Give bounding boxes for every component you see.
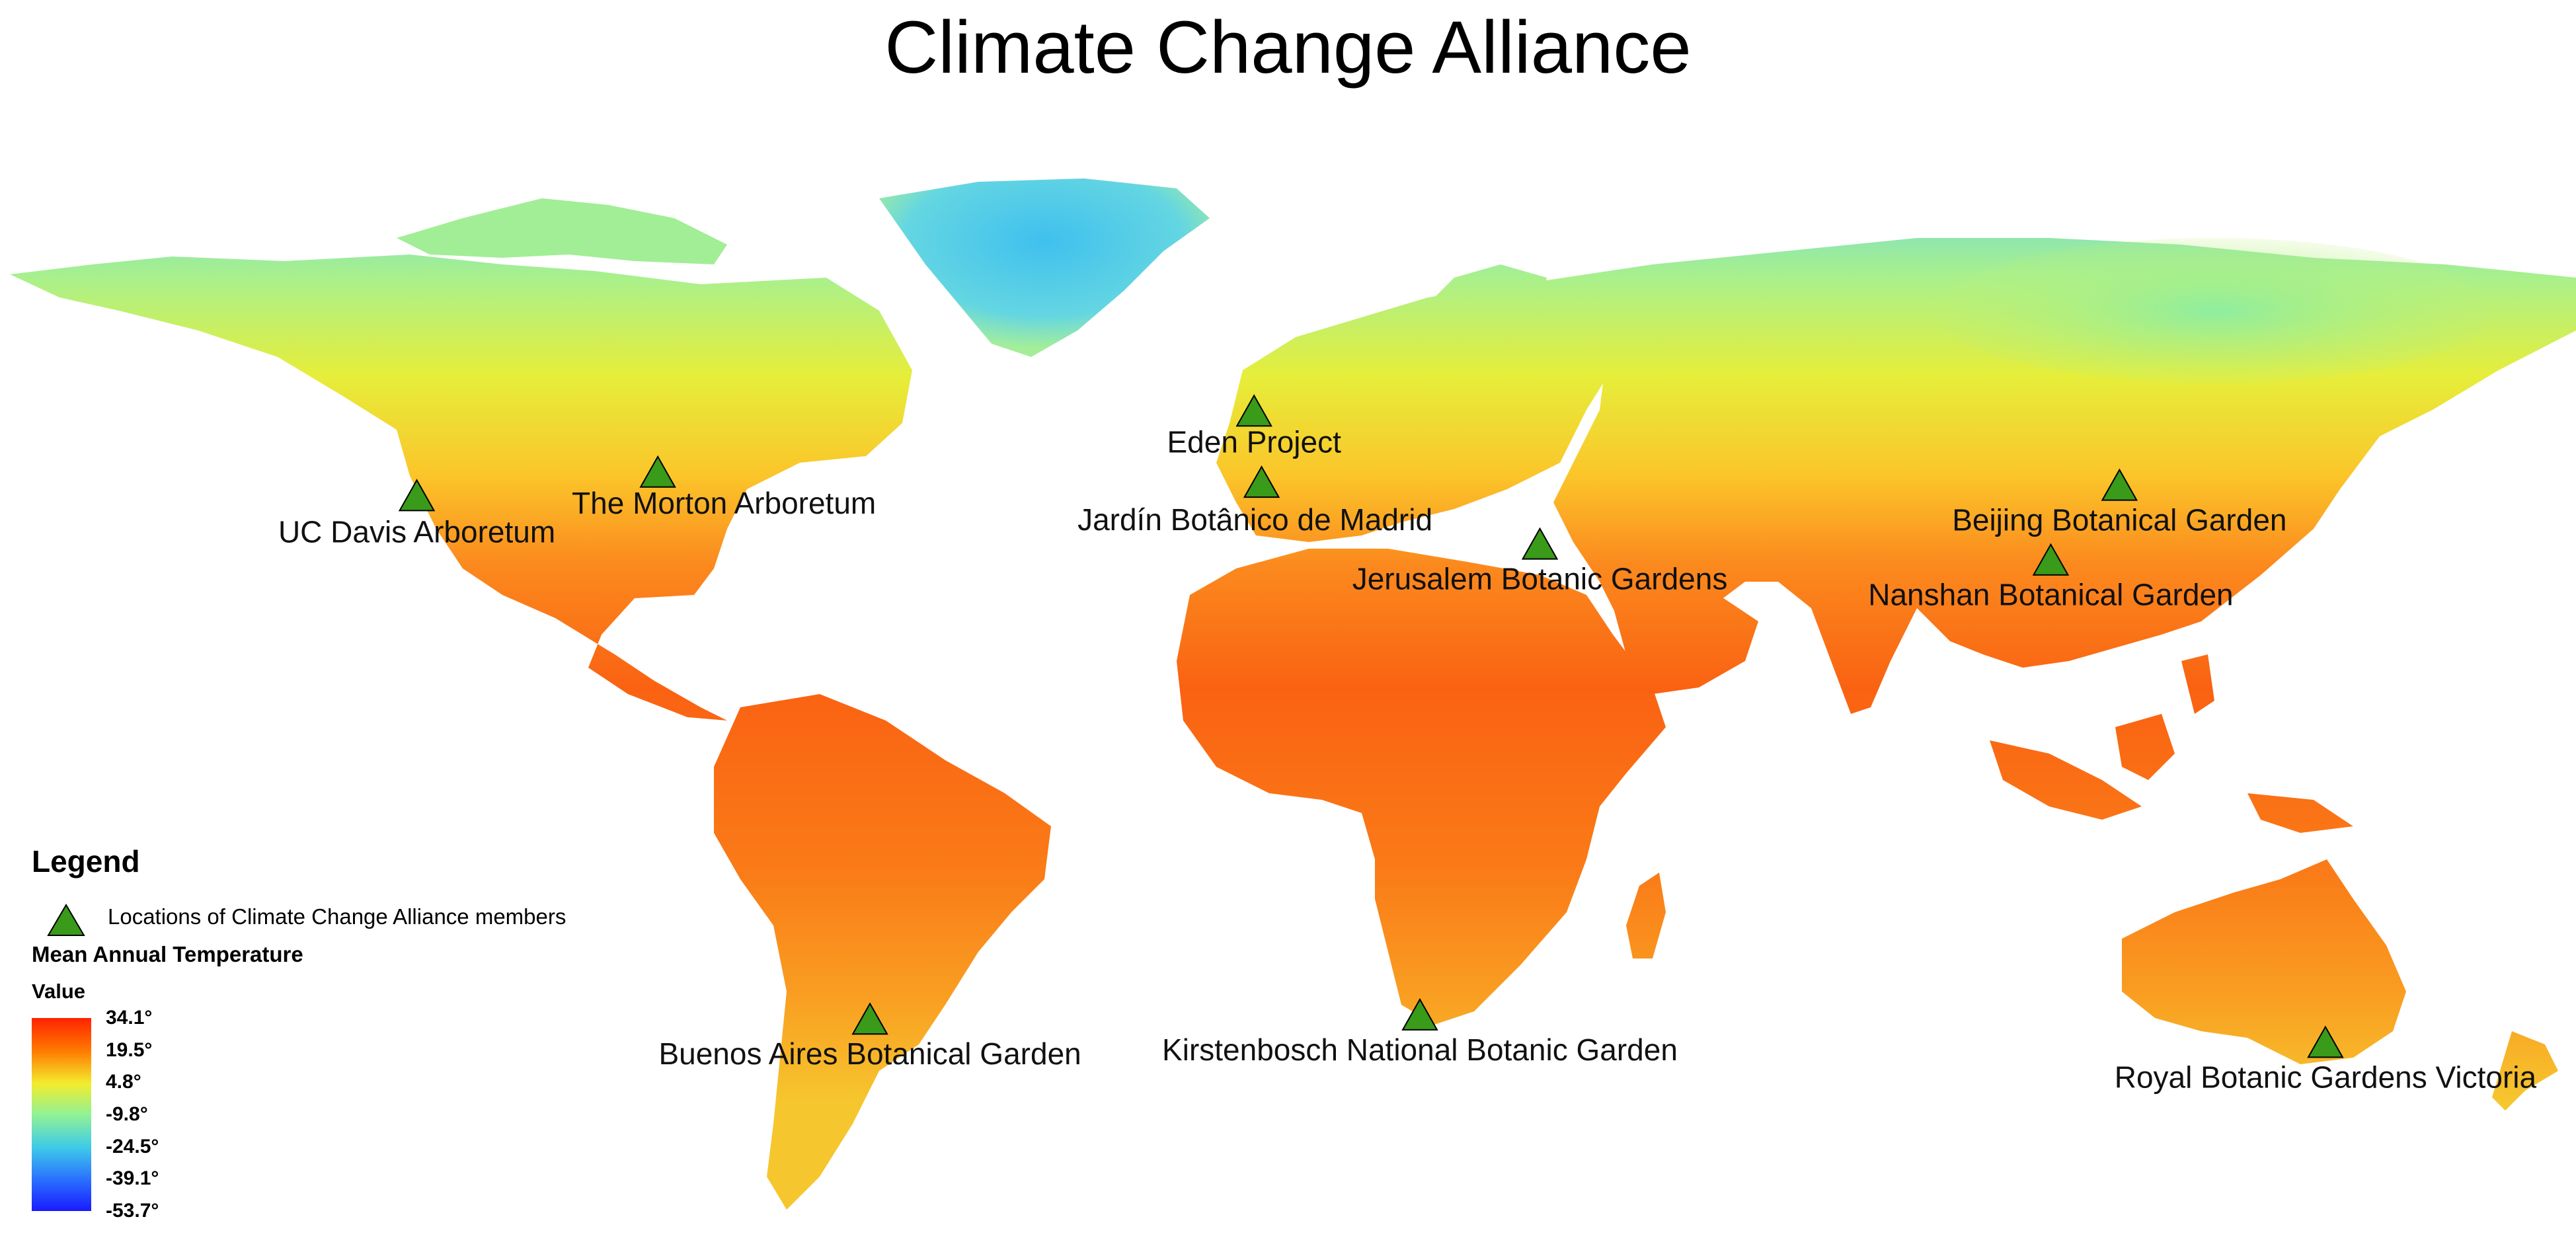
site-label: The Morton Arboretum	[572, 486, 876, 520]
triangle-marker-icon	[47, 904, 85, 936]
siberia-cold-region	[1937, 238, 2492, 383]
south-america-landmass	[714, 694, 1051, 1210]
site-marker[interactable]: Jardín Botânico de Madrid	[1077, 465, 1432, 537]
site-label: Royal Botanic Gardens Victoria	[2115, 1060, 2537, 1094]
australia-landmass	[2122, 859, 2406, 1064]
legend-value-title: Value	[32, 980, 85, 1003]
triangle-marker-icon[interactable]	[1235, 394, 1272, 427]
site-label: Jerusalem Botanic Gardens	[1352, 562, 1728, 596]
site-label: Eden Project	[1167, 424, 1341, 459]
legend-tick-label: -39.1°	[106, 1167, 159, 1190]
africa-landmass	[1177, 549, 1666, 1025]
site-marker[interactable]: Royal Botanic Gardens Victoria	[2115, 1025, 2537, 1094]
legend-title: Legend	[32, 844, 140, 879]
site-marker[interactable]: Jerusalem Botanic Gardens	[1352, 527, 1728, 596]
site-label: Nanshan Botanical Garden	[1868, 578, 2233, 612]
site-markers-layer: UC Davis Arboretum The Morton Arboretum Ed…	[278, 394, 2537, 1094]
site-label: Jardín Botânico de Madrid	[1077, 502, 1432, 537]
japan-landmass	[2228, 456, 2307, 562]
legend-panel: Legend Locations of Climate Change Allia…	[32, 840, 640, 1236]
site-marker[interactable]: Eden Project	[1167, 394, 1341, 459]
triangle-marker-icon[interactable]	[639, 455, 676, 488]
legend-tick-label: -24.5°	[106, 1135, 159, 1157]
legend-tick-label: 4.8°	[106, 1071, 141, 1093]
site-marker[interactable]: Beijing Botanical Garden	[1952, 468, 2287, 537]
triangle-marker-icon[interactable]	[1521, 527, 1559, 560]
arctic-archipelago	[397, 198, 727, 264]
site-label: Kirstenbosch National Botanic Garden	[1162, 1033, 1678, 1067]
triangle-marker-icon[interactable]	[1243, 465, 1280, 498]
site-marker[interactable]: Buenos Aires Botanical Garden	[658, 1002, 1081, 1071]
site-label: UC Davis Arboretum	[278, 514, 555, 549]
greenland-landmass	[879, 178, 1210, 357]
triangle-marker-icon[interactable]	[2101, 468, 2138, 501]
site-marker[interactable]: Kirstenbosch National Botanic Garden	[1162, 998, 1678, 1067]
new-zealand-landmass	[2492, 1031, 2558, 1111]
southeast-asia-islands	[1990, 654, 2353, 833]
site-marker[interactable]: UC Davis Arboretum	[278, 479, 555, 549]
legend-tick-label: 19.5°	[106, 1038, 153, 1061]
triangle-marker-icon[interactable]	[1401, 998, 1438, 1031]
legend-tick-label: -9.8°	[106, 1103, 148, 1125]
map-title: Climate Change Alliance	[884, 6, 1692, 89]
europe-landmass	[1216, 284, 1620, 542]
site-marker[interactable]: Nanshan Botanical Garden	[1868, 543, 2234, 612]
legend-tick-label: 34.1°	[106, 1007, 153, 1029]
scandinavia-landmass	[1421, 264, 1547, 370]
legend-tick-label: -53.7°	[106, 1200, 159, 1222]
landmasses	[10, 178, 2576, 1210]
triangle-marker-icon[interactable]	[398, 479, 436, 512]
madagascar-landmass	[1626, 873, 1666, 959]
site-label: Beijing Botanical Garden	[1952, 503, 2286, 537]
triangle-marker-icon[interactable]	[2307, 1025, 2344, 1058]
arabia-landmass	[1606, 568, 1758, 694]
triangle-marker-icon[interactable]	[851, 1002, 888, 1035]
site-label: Buenos Aires Botanical Garden	[658, 1037, 1081, 1071]
temperature-color-ramp	[32, 1018, 91, 1211]
north-america-landmass	[10, 254, 912, 721]
site-marker[interactable]: The Morton Arboretum	[572, 455, 876, 520]
legend-raster-title: Mean Annual Temperature	[32, 942, 303, 966]
legend-marker-label: Locations of Climate Change Alliance mem…	[108, 904, 566, 929]
triangle-marker-icon[interactable]	[2032, 543, 2070, 576]
